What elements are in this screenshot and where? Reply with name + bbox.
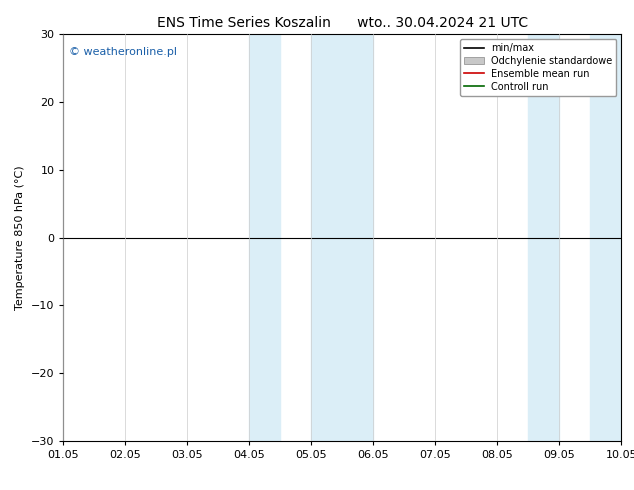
Bar: [311, 34, 373, 441]
Bar: [590, 34, 621, 441]
Bar: [249, 34, 280, 441]
Legend: min/max, Odchylenie standardowe, Ensemble mean run, Controll run: min/max, Odchylenie standardowe, Ensembl…: [460, 39, 616, 96]
Y-axis label: Temperature 850 hPa (°C): Temperature 850 hPa (°C): [15, 165, 25, 310]
Title: ENS Time Series Koszalin      wto.. 30.04.2024 21 UTC: ENS Time Series Koszalin wto.. 30.04.202…: [157, 16, 528, 30]
Text: © weatheronline.pl: © weatheronline.pl: [69, 47, 177, 56]
Bar: [528, 34, 559, 441]
